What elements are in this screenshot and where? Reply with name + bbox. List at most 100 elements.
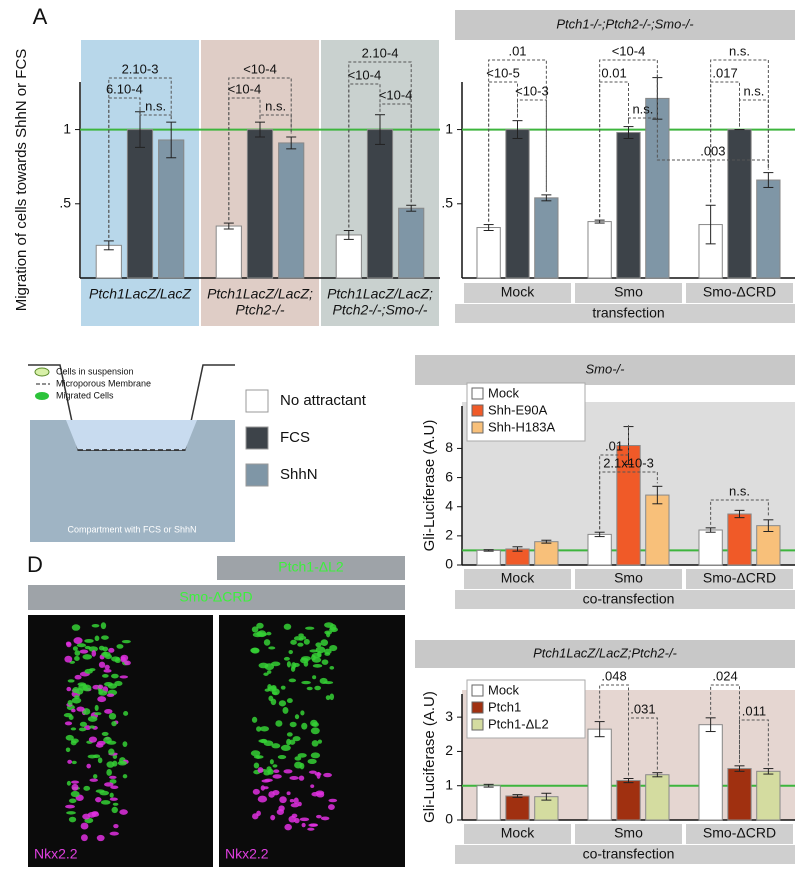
cell bbox=[308, 770, 317, 774]
cell bbox=[311, 740, 319, 747]
y-tick-label: 3 bbox=[445, 708, 453, 724]
category-box bbox=[686, 569, 793, 589]
cell bbox=[260, 785, 266, 791]
cell bbox=[290, 666, 296, 672]
category-box bbox=[686, 824, 793, 844]
cell bbox=[83, 785, 91, 791]
cell bbox=[273, 769, 280, 773]
cell bbox=[87, 715, 98, 722]
x-tick-label: Smo-ΔCRD bbox=[703, 825, 776, 841]
cell bbox=[120, 654, 129, 662]
bar bbox=[698, 529, 723, 566]
cell bbox=[303, 660, 309, 667]
cell bbox=[270, 814, 276, 821]
cell bbox=[261, 779, 271, 783]
cell bbox=[114, 680, 123, 687]
legend-swatch bbox=[471, 718, 484, 731]
cell bbox=[315, 642, 322, 648]
diagram-label: Cells in suspension bbox=[56, 366, 134, 376]
cell bbox=[297, 753, 307, 758]
x-tick-label: Ptch1LacZ/LacZ bbox=[89, 286, 191, 302]
cell bbox=[66, 780, 71, 786]
significance-label: <10-4 bbox=[348, 67, 382, 82]
category-box bbox=[686, 283, 793, 303]
error-bar bbox=[255, 121, 265, 138]
y-tick-label: 8 bbox=[445, 439, 453, 455]
cell bbox=[297, 642, 304, 647]
bar bbox=[645, 494, 670, 566]
bar bbox=[587, 533, 612, 566]
significance-label: .017 bbox=[712, 65, 737, 80]
significance-label: <10-4 bbox=[228, 81, 262, 96]
bar bbox=[587, 728, 612, 821]
significance-bracket bbox=[710, 499, 769, 525]
cell bbox=[104, 782, 114, 787]
legend-label: Shh-E90A bbox=[488, 402, 548, 417]
cell bbox=[74, 656, 80, 661]
bar bbox=[95, 244, 122, 279]
cell bbox=[310, 727, 320, 735]
error-bar bbox=[541, 539, 552, 544]
cell bbox=[71, 783, 79, 791]
cell bbox=[80, 834, 88, 842]
y-tick-label: .5 bbox=[441, 194, 453, 210]
cell bbox=[71, 780, 80, 784]
cell bbox=[329, 644, 338, 652]
significance-bracket bbox=[599, 81, 629, 218]
error-bar bbox=[734, 509, 745, 519]
legend-swatch bbox=[245, 463, 269, 487]
cell bbox=[271, 743, 281, 749]
category-box bbox=[575, 283, 682, 303]
bar bbox=[534, 541, 559, 566]
cell bbox=[101, 635, 109, 640]
cell bbox=[87, 811, 96, 818]
error-bar bbox=[705, 717, 716, 733]
cell bbox=[294, 714, 300, 720]
cell bbox=[122, 741, 128, 747]
marker-label: Nkx2.2 bbox=[225, 846, 269, 862]
legend-swatch bbox=[471, 404, 484, 417]
cell bbox=[321, 659, 329, 665]
cell bbox=[270, 661, 281, 667]
bar bbox=[756, 179, 781, 279]
error-bar bbox=[406, 204, 417, 212]
bar bbox=[278, 142, 305, 279]
error-bar bbox=[483, 224, 494, 231]
cell bbox=[76, 706, 85, 712]
cell bbox=[91, 624, 100, 628]
significance-label: .024 bbox=[712, 668, 737, 683]
error-bar bbox=[512, 546, 523, 552]
cell bbox=[252, 788, 260, 795]
cell bbox=[301, 680, 311, 685]
bar bbox=[645, 774, 670, 821]
error-bar bbox=[375, 114, 385, 145]
cell bbox=[119, 675, 129, 679]
cell bbox=[263, 672, 269, 676]
diagram-label: Migrated Cells bbox=[56, 390, 114, 400]
cell bbox=[272, 764, 278, 768]
significance-label: n.s. bbox=[632, 101, 653, 116]
cell bbox=[123, 710, 129, 716]
cell bbox=[268, 695, 274, 702]
bar bbox=[727, 513, 752, 566]
cell bbox=[109, 797, 118, 801]
category-box bbox=[464, 283, 571, 303]
cell bbox=[278, 805, 285, 812]
cell bbox=[104, 664, 110, 670]
cell bbox=[323, 772, 332, 778]
significance-bracket bbox=[656, 74, 769, 170]
cell bbox=[74, 650, 81, 656]
cell bbox=[71, 697, 82, 704]
legend-migrated bbox=[35, 392, 49, 400]
cell bbox=[82, 654, 93, 660]
cell bbox=[314, 685, 322, 691]
cell bbox=[284, 823, 292, 831]
cell bbox=[70, 727, 77, 731]
x-tick-label: Smo-ΔCRD bbox=[703, 284, 776, 300]
cell bbox=[70, 790, 80, 798]
x-tick-label: Ptch2-/- bbox=[235, 302, 284, 318]
cell bbox=[113, 824, 119, 829]
cell bbox=[70, 738, 79, 744]
cell bbox=[110, 785, 119, 790]
cell bbox=[71, 708, 76, 713]
